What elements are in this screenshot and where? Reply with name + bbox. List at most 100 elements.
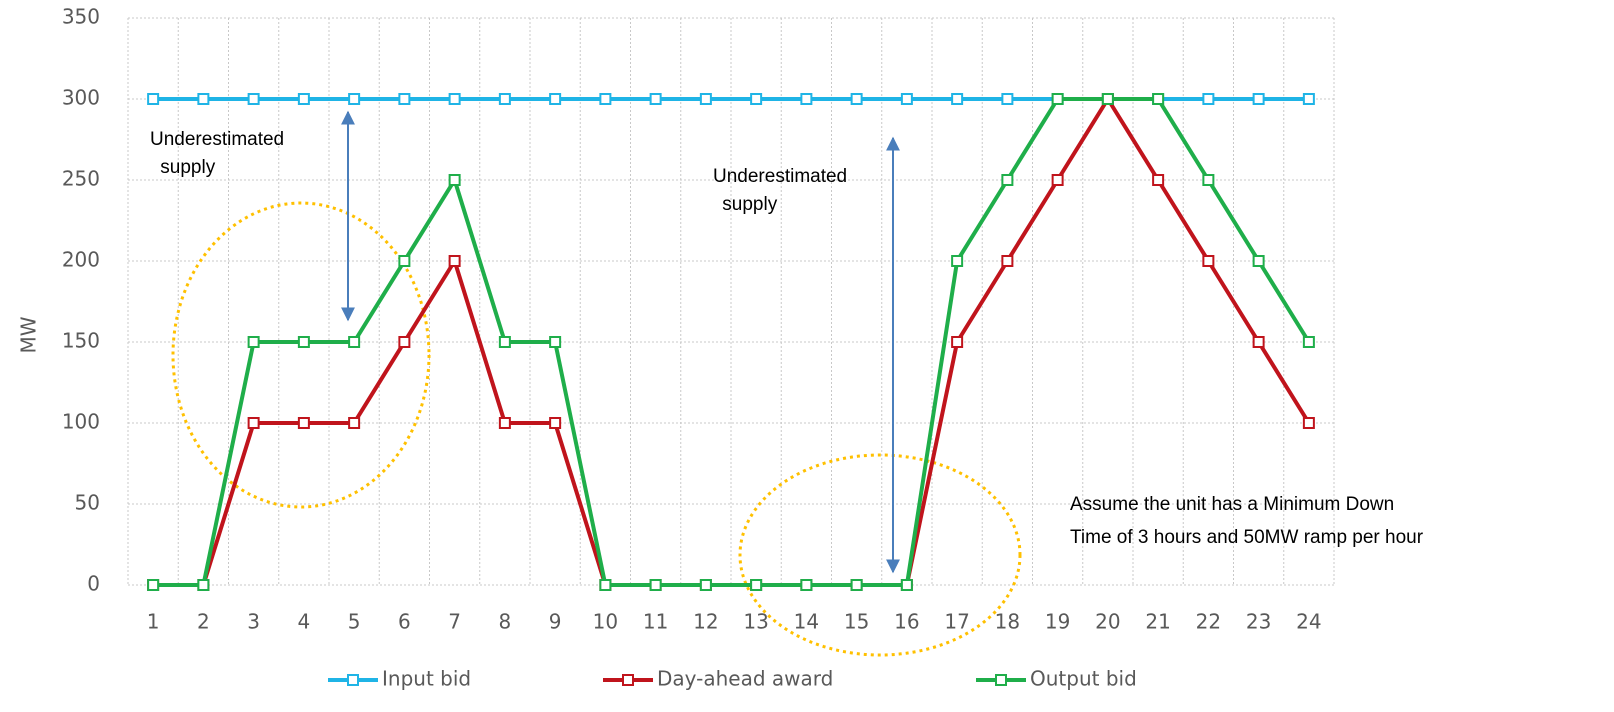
point-marker [1152,174,1165,186]
point-marker [297,336,310,348]
point-marker [348,336,361,348]
point-marker [1302,93,1315,105]
point-marker [850,93,863,105]
point-marker [549,336,562,348]
point-marker [1202,174,1215,186]
legend-marker [622,674,634,686]
point-marker [448,255,461,267]
point-marker [448,93,461,105]
point-marker [699,93,712,105]
point-marker [297,93,310,105]
point-marker [1302,336,1315,348]
point-marker [147,93,160,105]
x-tick-label: 13 [743,610,768,634]
point-marker [398,93,411,105]
point-marker [750,579,763,591]
point-marker [1001,255,1014,267]
x-tick-label: 17 [944,610,969,634]
point-marker [498,336,511,348]
x-tick-label: 16 [894,610,919,634]
point-marker [1202,93,1215,105]
legend-marker [995,674,1007,686]
legend-label: Output bid [1030,667,1137,691]
annotation: Time of 3 hours and 50MW ramp per hour [1070,527,1424,548]
x-tick-label: 18 [995,610,1020,634]
x-tick-label: 2 [197,610,210,634]
point-marker [247,417,260,429]
x-tick-label: 21 [1145,610,1170,634]
y-axis-label: MW [17,316,41,353]
point-marker [900,579,913,591]
x-tick-label: 11 [643,610,668,634]
point-marker [1051,93,1064,105]
point-marker [599,93,612,105]
x-tick-label: 9 [549,610,562,634]
legend-label: Day-ahead award [657,667,833,691]
point-marker [1001,174,1014,186]
point-marker [1152,93,1165,105]
annotation: supply [717,194,778,215]
point-marker [1001,93,1014,105]
x-tick-label: 7 [448,610,461,634]
highlight-ellipse [171,201,431,509]
point-marker [900,93,913,105]
y-tick-label: 350 [62,5,100,29]
point-marker [247,336,260,348]
point-marker [549,93,562,105]
y-tick-label: 100 [62,410,100,434]
point-marker [699,579,712,591]
x-tick-label: 14 [794,610,819,634]
layout-shapes [171,110,1022,657]
x-tick-label: 10 [593,610,618,634]
point-marker [348,93,361,105]
x-tick-label: 20 [1095,610,1120,634]
point-marker [398,255,411,267]
highlight-ellipse [738,453,1022,657]
x-tick-label: 23 [1246,610,1271,634]
point-marker [599,579,612,591]
x-tick-label: 5 [348,610,361,634]
annotation: Underestimated [150,129,284,150]
x-tick-label: 24 [1296,610,1321,634]
point-marker [247,93,260,105]
point-marker [850,579,863,591]
point-marker [800,579,813,591]
point-marker [1202,255,1215,267]
point-marker [1252,93,1265,105]
point-marker [197,579,210,591]
point-marker [147,579,160,591]
point-marker [951,93,964,105]
x-tick-label: 6 [398,610,411,634]
point-marker [1252,336,1265,348]
point-marker [448,174,461,186]
annotation: supply [155,157,216,178]
x-tick-label: 3 [247,610,260,634]
y-tick-label: 50 [75,491,100,515]
point-marker [398,336,411,348]
y-tick-label: 200 [62,248,100,272]
point-marker [800,93,813,105]
x-tick-label: 22 [1196,610,1221,634]
point-marker [1101,93,1114,105]
x-tick-label: 19 [1045,610,1070,634]
point-marker [297,417,310,429]
point-marker [951,336,964,348]
x-tick-label: 8 [499,610,512,634]
x-tick-label: 4 [298,610,311,634]
y-tick-label: 0 [87,572,100,596]
point-marker [197,93,210,105]
point-marker [649,93,662,105]
annotation: Underestimated [713,166,847,187]
y-tick-label: 300 [62,86,100,110]
point-marker [498,93,511,105]
point-marker [1252,255,1265,267]
point-marker [1302,417,1315,429]
x-tick-label: 1 [147,610,160,634]
legend-label: Input bid [382,667,471,691]
legend-marker [347,674,359,686]
y-tick-label: 250 [62,167,100,191]
point-marker [1051,174,1064,186]
x-tick-label: 15 [844,610,869,634]
point-marker [348,417,361,429]
